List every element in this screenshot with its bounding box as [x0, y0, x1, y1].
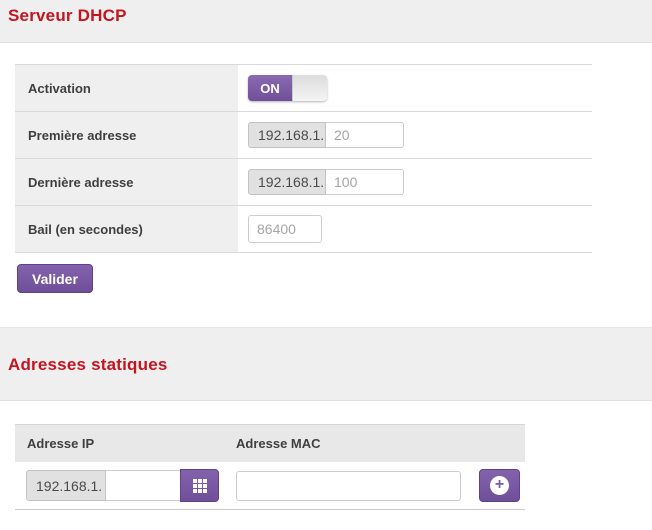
- dhcp-section-band: Serveur DHCP: [0, 0, 652, 43]
- last-address-input[interactable]: [326, 169, 404, 195]
- toggle-on-segment: ON: [248, 75, 292, 101]
- static-ip-input-group: 192.168.1.: [26, 469, 219, 502]
- dhcp-activation-toggle[interactable]: ON: [248, 75, 327, 101]
- column-header-ip: Adresse IP: [27, 436, 95, 451]
- table-row-activation: Activation ON: [15, 64, 592, 111]
- static-ip-input[interactable]: [106, 470, 180, 501]
- table-row-lease: Bail (en secondes): [15, 205, 592, 252]
- static-addresses-table: Adresse IP Adresse MAC 192.168.1. +: [15, 424, 525, 510]
- activation-label: Activation: [15, 65, 238, 111]
- first-address-input-group: 192.168.1.: [248, 122, 404, 148]
- plus-circle-icon: +: [490, 476, 509, 495]
- static-addresses-section-band: Adresses statiques: [0, 327, 652, 401]
- toggle-off-segment: [292, 75, 327, 101]
- column-header-mac: Adresse MAC: [236, 436, 321, 451]
- last-address-label: Dernière adresse: [15, 159, 238, 205]
- dhcp-section-title: Serveur DHCP: [8, 6, 127, 25]
- static-address-entry-row: 192.168.1. +: [15, 462, 525, 510]
- dhcp-settings-table: Activation ON Première adresse 192.168.1…: [15, 64, 592, 253]
- table-row-last-address: Dernière adresse 192.168.1.: [15, 158, 592, 205]
- static-addresses-section-title: Adresses statiques: [8, 355, 168, 374]
- lease-input[interactable]: [248, 215, 322, 243]
- first-address-label: Première adresse: [15, 112, 238, 158]
- last-address-input-group: 192.168.1.: [248, 169, 404, 195]
- static-mac-input[interactable]: [236, 470, 461, 501]
- static-table-header: Adresse IP Adresse MAC: [15, 424, 525, 462]
- valider-button[interactable]: Valider: [17, 264, 93, 293]
- grid-icon: [192, 478, 207, 493]
- table-row-first-address: Première adresse 192.168.1.: [15, 111, 592, 158]
- lease-label: Bail (en secondes): [15, 206, 238, 252]
- first-address-ip-prefix: 192.168.1.: [248, 122, 326, 148]
- last-address-ip-prefix: 192.168.1.: [248, 169, 326, 195]
- ip-picker-button[interactable]: [180, 469, 219, 502]
- add-static-address-button[interactable]: +: [479, 469, 520, 502]
- first-address-input[interactable]: [326, 122, 404, 148]
- static-ip-prefix: 192.168.1.: [26, 470, 106, 501]
